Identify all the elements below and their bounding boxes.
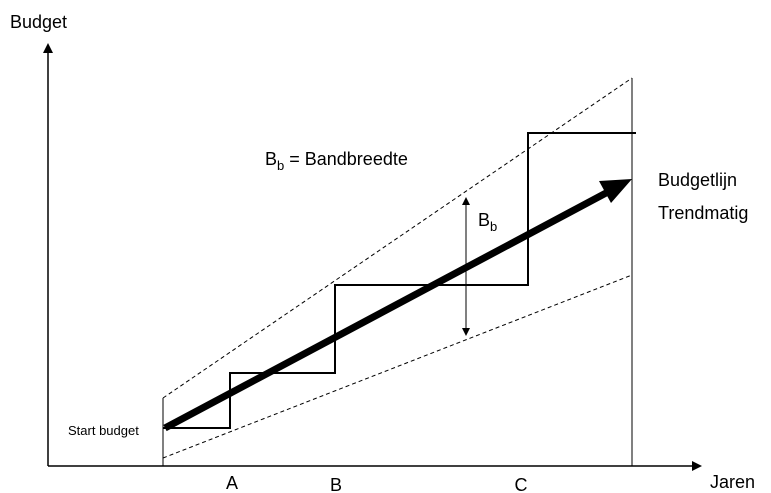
- trend-line: [163, 189, 608, 432]
- step-budget: [163, 132, 636, 429]
- start-label: Start budget: [68, 423, 139, 438]
- legend-text: = Bandbreedte: [289, 149, 408, 169]
- x-mark: C: [515, 475, 528, 493]
- band-upper: [162, 77, 633, 399]
- trend-label: Budgetlijn: [658, 170, 737, 190]
- legend-symbol: B: [265, 149, 277, 169]
- legend-subscript: b: [277, 158, 284, 173]
- band-label: Bb: [478, 210, 497, 234]
- trend-arrowhead: [599, 179, 632, 203]
- legend: Bb = Bandbreedte: [265, 149, 408, 173]
- y-axis-label: Budget: [10, 12, 67, 32]
- x-mark: A: [226, 473, 238, 493]
- band-symbol: B: [478, 210, 490, 230]
- x-mark: B: [330, 475, 342, 493]
- band-subscript: b: [490, 219, 497, 234]
- trend-label: Trendmatig: [658, 203, 748, 223]
- x-axis-label: Jaren: [710, 472, 755, 492]
